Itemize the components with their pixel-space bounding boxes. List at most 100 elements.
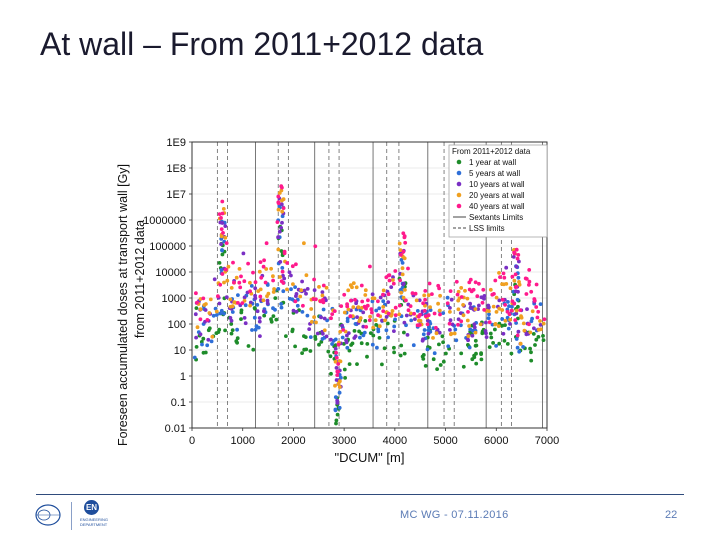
legend-entry: 5 years at wall <box>469 169 520 178</box>
data-point <box>308 335 313 339</box>
data-point <box>473 307 478 311</box>
data-point <box>312 277 316 282</box>
data-point <box>212 277 217 282</box>
data-point <box>223 235 228 240</box>
data-point <box>334 355 339 360</box>
data-point <box>353 334 358 339</box>
data-point <box>505 342 510 346</box>
data-point <box>361 324 366 329</box>
data-point <box>265 283 270 287</box>
data-point <box>200 342 204 347</box>
data-point <box>529 319 534 324</box>
data-point <box>220 252 225 257</box>
data-point <box>225 278 230 283</box>
data-point <box>282 276 287 281</box>
data-point <box>365 303 370 308</box>
data-point <box>371 325 376 330</box>
data-point <box>541 334 545 338</box>
data-point <box>346 288 351 293</box>
data-point <box>309 320 314 324</box>
data-point <box>279 279 284 284</box>
data-point <box>353 322 358 326</box>
data-point <box>305 313 310 318</box>
data-point <box>256 289 261 293</box>
data-point <box>344 340 349 345</box>
data-point <box>360 299 365 304</box>
data-point <box>340 323 344 328</box>
data-point <box>497 341 502 346</box>
data-point <box>456 317 461 322</box>
data-point <box>342 310 347 315</box>
data-point <box>383 318 387 323</box>
en-logo-badge: EN <box>84 500 99 515</box>
data-point <box>230 304 235 309</box>
data-point <box>397 303 402 308</box>
data-point <box>280 209 285 214</box>
data-point <box>382 346 387 351</box>
data-point <box>508 322 512 326</box>
data-point <box>290 264 295 269</box>
data-point <box>232 280 236 285</box>
data-point <box>473 280 478 285</box>
data-point <box>279 188 284 193</box>
data-point <box>493 278 498 283</box>
data-point <box>236 293 240 297</box>
data-point <box>362 330 367 335</box>
data-point <box>508 286 513 291</box>
data-point <box>367 318 372 323</box>
data-point <box>423 297 427 302</box>
data-point <box>219 227 224 231</box>
data-point <box>329 316 333 321</box>
data-point <box>213 306 218 311</box>
data-point <box>293 285 297 289</box>
data-point <box>345 304 350 309</box>
data-point <box>377 324 382 329</box>
data-point <box>256 325 261 330</box>
data-point <box>412 311 416 316</box>
data-point <box>312 288 317 292</box>
data-point <box>392 345 396 350</box>
data-point <box>397 241 402 246</box>
legend-entry: 1 year at wall <box>469 158 516 167</box>
data-point <box>534 337 539 342</box>
data-point <box>313 334 318 339</box>
data-point <box>334 350 338 355</box>
data-point <box>223 328 227 333</box>
data-point <box>321 307 326 312</box>
data-point <box>229 318 234 323</box>
data-point <box>269 319 274 324</box>
data-point <box>406 308 411 313</box>
data-point <box>317 285 321 289</box>
data-point <box>400 285 405 290</box>
data-point <box>333 407 338 412</box>
data-point <box>518 341 523 346</box>
data-point <box>534 282 539 287</box>
legend-entry: 10 years at wall <box>469 180 525 189</box>
data-point <box>219 234 224 239</box>
data-point <box>494 295 499 300</box>
data-point <box>328 354 333 359</box>
slide-title: At wall – From 2011+2012 data <box>40 26 484 62</box>
data-point <box>386 273 391 278</box>
data-point <box>422 293 427 298</box>
data-point <box>481 287 486 292</box>
data-point <box>329 371 333 376</box>
data-point <box>320 293 325 298</box>
data-point <box>527 268 532 272</box>
y-axis-label-line2: from 2011+2012 data <box>133 220 147 338</box>
data-point <box>399 253 403 257</box>
data-point <box>411 343 416 348</box>
data-point <box>434 331 439 336</box>
data-point <box>341 328 346 332</box>
data-point <box>423 314 428 319</box>
data-point <box>228 316 233 320</box>
data-point <box>358 335 362 340</box>
data-point <box>381 305 386 309</box>
data-point <box>337 385 342 389</box>
data-point <box>468 277 473 282</box>
data-point <box>402 234 407 239</box>
data-point <box>277 229 282 234</box>
data-point <box>373 318 378 323</box>
data-point <box>201 336 206 341</box>
data-point <box>500 308 505 312</box>
